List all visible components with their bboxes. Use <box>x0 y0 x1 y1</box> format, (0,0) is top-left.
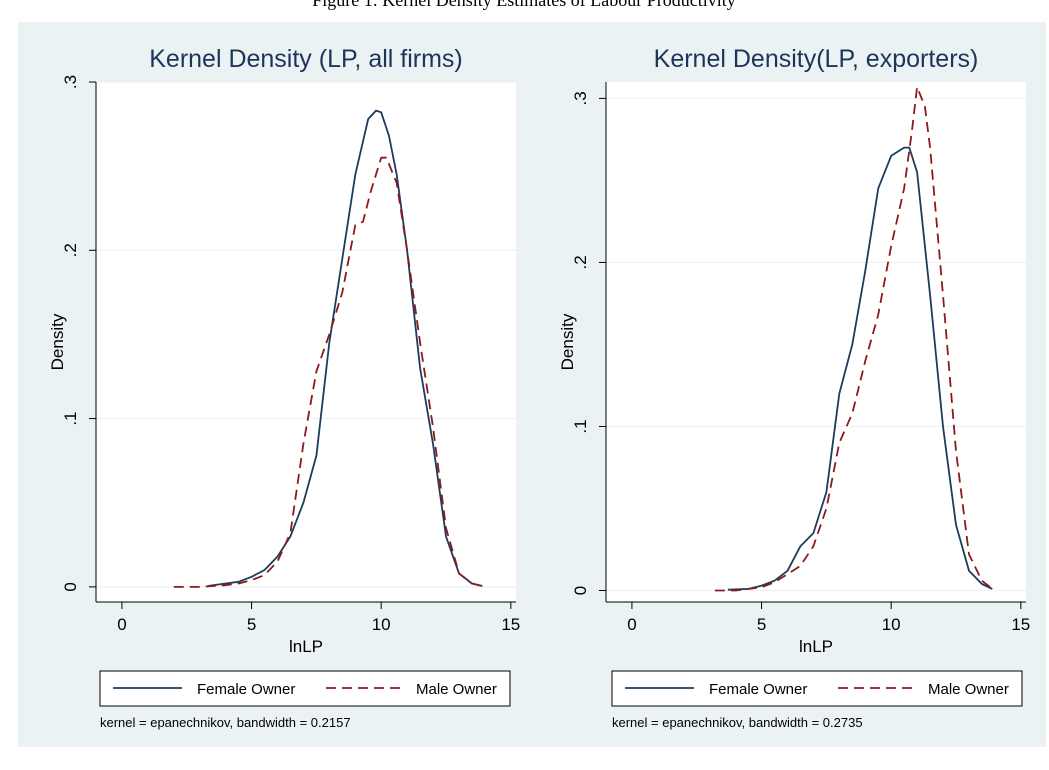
plot-area <box>606 82 1026 602</box>
axis-ticks: 0 .1 .2 .3 0 5 10 15 <box>61 75 520 634</box>
series-line-female-owner <box>207 109 483 587</box>
series-line-male-owner <box>714 86 993 592</box>
legend-label-female: Female Owner <box>709 681 807 698</box>
y-tick-label: .1 <box>61 411 80 425</box>
series-lines <box>173 109 483 588</box>
x-tick-label: 10 <box>882 615 901 634</box>
legend-label-male: Male Owner <box>416 681 497 698</box>
plot-area <box>96 82 516 602</box>
x-tick-label: 0 <box>117 615 126 634</box>
x-tick-label: 5 <box>247 615 256 634</box>
chart-panel-exporters: Kernel Density(LP, exporters) 0 .1 .2 .3 0 5 1… <box>532 22 1046 747</box>
chart-panel-all-firms: Kernel Density (LP, all firms) 0 .1 .2 .3 0 5… <box>18 22 532 747</box>
series-line-female-owner <box>727 146 993 591</box>
legend-label-female: Female Owner <box>197 681 295 698</box>
x-tick-label: 15 <box>501 615 520 634</box>
axis-ticks: 0 .1 .2 .3 0 5 10 15 <box>571 91 1030 634</box>
y-tick-label: 0 <box>571 586 590 595</box>
y-tick-label: .2 <box>571 255 590 269</box>
series-lines <box>714 86 993 592</box>
x-axis-label: lnLP <box>289 637 323 656</box>
x-axis-label: lnLP <box>799 637 833 656</box>
chart-title: Kernel Density(LP, exporters) <box>654 45 979 73</box>
y-tick-label: .3 <box>571 91 590 105</box>
x-tick-label: 15 <box>1011 615 1030 634</box>
y-axis-label: Density <box>48 313 67 370</box>
chart-note: kernel = epanechnikov, bandwidth = 0.273… <box>612 715 863 730</box>
gridlines <box>96 81 516 588</box>
figure-caption-partial: Figure 1: Kernel Density Estimates of La… <box>312 0 735 10</box>
legend-label-male: Male Owner <box>928 681 1009 698</box>
x-tick-label: 0 <box>627 615 636 634</box>
gridlines <box>606 97 1026 592</box>
y-tick-label: .3 <box>61 75 80 89</box>
chart-note: kernel = epanechnikov, bandwidth = 0.215… <box>100 715 351 730</box>
legend: Female Owner Male Owner <box>611 670 1023 707</box>
legend: Female Owner Male Owner <box>99 670 511 707</box>
y-tick-label: 0 <box>61 582 80 591</box>
chart-title: Kernel Density (LP, all firms) <box>149 45 463 73</box>
series-line-male-owner <box>173 156 483 588</box>
x-tick-label: 5 <box>757 615 766 634</box>
x-tick-label: 10 <box>372 615 391 634</box>
y-tick-label: .2 <box>61 243 80 257</box>
y-tick-label: .1 <box>571 419 590 433</box>
y-axis-label: Density <box>558 313 577 370</box>
